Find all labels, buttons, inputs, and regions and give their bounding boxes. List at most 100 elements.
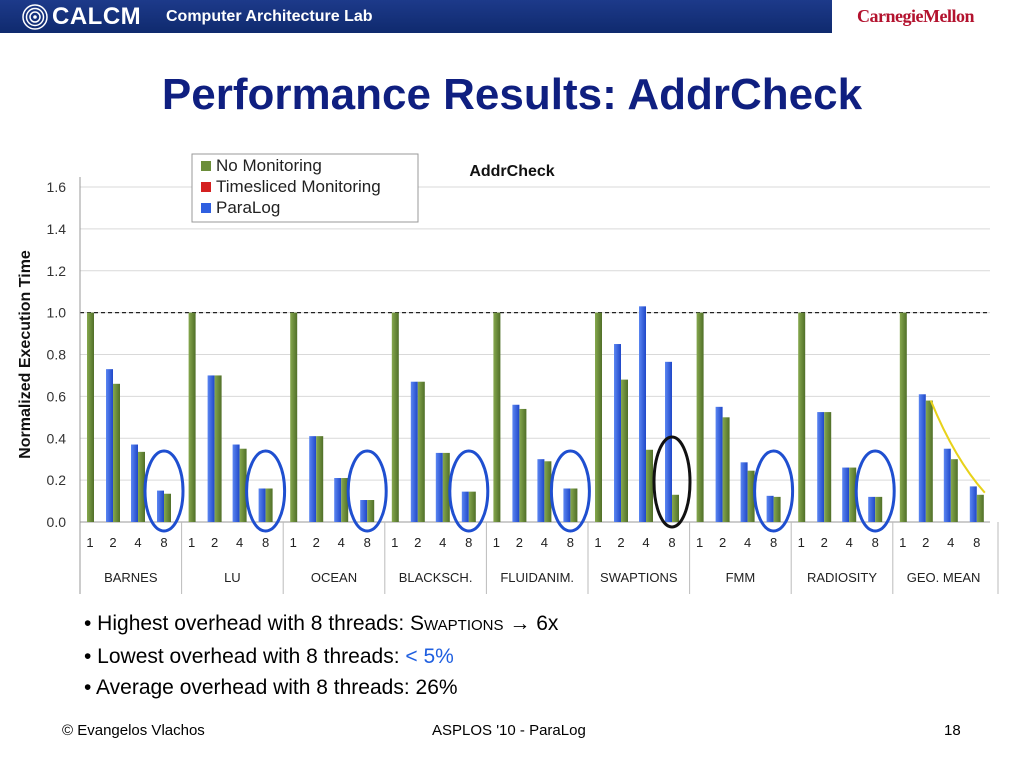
- bar-no-monitoring: [214, 375, 222, 522]
- thread-count-label: 4: [439, 535, 446, 550]
- slide-title: Performance Results: AddrCheck: [161, 70, 863, 119]
- chart-title: AddrCheck: [469, 163, 554, 180]
- bar-no-monitoring: [417, 381, 425, 522]
- thread-count-label: 1: [391, 535, 398, 550]
- thread-count-label: 8: [465, 535, 472, 550]
- highlight-circle: [346, 449, 388, 533]
- bar-no-monitoring: [468, 491, 476, 522]
- bar-paralog: [106, 369, 113, 522]
- thread-count-label: 2: [516, 535, 523, 550]
- thread-count-label: 4: [236, 535, 243, 550]
- thread-count-label: 8: [872, 535, 879, 550]
- addrcheck-chart: 0.0 0.2 0.4 0.6 0.8 1.0 1.2 1.4 1.6 Normalized Ex…: [17, 150, 1000, 594]
- thread-count-label: 1: [798, 535, 805, 550]
- y-tick-label: 0.6: [47, 388, 67, 404]
- bar-no-monitoring-1: [798, 312, 806, 522]
- university-logo-box: [832, 0, 1024, 33]
- benchmark-label: LU: [224, 570, 241, 585]
- bar-paralog: [131, 444, 138, 522]
- benchmark-label: FMM: [726, 570, 756, 585]
- y-tick-label: 0.2: [47, 472, 67, 488]
- legend-label: ParaLog: [216, 198, 280, 217]
- y-tick-label: 1.6: [47, 179, 67, 195]
- thread-count-label: 2: [617, 535, 624, 550]
- footer-author: © Evangelos Vlachos: [62, 722, 205, 739]
- bar-no-monitoring-1: [696, 312, 704, 522]
- bar-no-monitoring: [239, 448, 247, 522]
- bar-no-monitoring: [773, 496, 781, 522]
- bar-no-monitoring: [113, 383, 120, 522]
- y-tick-label: 0.0: [47, 514, 67, 530]
- bullet-highest-benchmark: WAPTIONS: [424, 617, 504, 634]
- bar-no-monitoring: [164, 493, 171, 522]
- bar-paralog: [512, 404, 520, 522]
- thread-count-label: 1: [290, 535, 297, 550]
- y-tick-label: 1.0: [47, 305, 67, 321]
- bar-no-monitoring-1: [188, 312, 196, 522]
- benchmark-label: SWAPTIONS: [600, 570, 678, 585]
- lab-name: Computer Architecture Lab: [166, 8, 373, 25]
- bar-paralog: [817, 412, 825, 522]
- highlight-circle: [753, 449, 795, 533]
- bar-no-monitoring: [316, 436, 324, 522]
- thread-count-label: 4: [744, 535, 751, 550]
- arrow-icon: →: [509, 612, 531, 635]
- bar-no-monitoring: [646, 449, 653, 522]
- thread-count-label: 4: [338, 535, 345, 550]
- thread-count-label: 8: [262, 535, 269, 550]
- thread-count-label: 4: [642, 535, 649, 550]
- highlight-circle: [448, 449, 490, 533]
- thread-count-label: 2: [211, 535, 218, 550]
- header-bar: CALCM Computer Architecture Lab Carnegie…: [0, 0, 1024, 33]
- highlight-circle: [549, 449, 591, 533]
- calcm-logo-icon: [22, 4, 48, 30]
- bar-paralog: [563, 488, 571, 522]
- highlight-circle: [854, 449, 896, 533]
- bullet-lowest-value: < 5%: [405, 645, 454, 668]
- thread-count-label: 2: [719, 535, 726, 550]
- bar-paralog: [740, 462, 748, 522]
- footer-venue: ASPLOS '10 - ParaLog: [432, 722, 586, 739]
- bar-paralog: [537, 459, 545, 522]
- thread-count-label: 1: [899, 535, 906, 550]
- bar-no-monitoring: [544, 461, 552, 522]
- y-axis-label: Normalized Execution Time: [17, 250, 34, 459]
- thread-count-label: 8: [973, 535, 980, 550]
- bar-paralog: [435, 452, 443, 522]
- benchmark-label: OCEAN: [311, 570, 357, 585]
- bar-no-monitoring: [875, 496, 883, 522]
- bar-no-monitoring: [570, 488, 578, 522]
- y-tick-label: 1.2: [47, 263, 67, 279]
- bar-no-monitoring: [950, 459, 958, 522]
- bar-no-monitoring-1: [87, 312, 94, 522]
- thread-count-label: 1: [493, 535, 500, 550]
- highlight-circle: [143, 449, 185, 533]
- bullet-average-overhead: • Average overhead with 8 threads: 26%: [84, 676, 458, 699]
- bar-paralog: [868, 496, 876, 522]
- university-logo: CarnegieMellon: [857, 6, 974, 26]
- y-tick-label: 0.4: [47, 430, 67, 446]
- bar-paralog: [157, 490, 164, 522]
- y-tick-label: 0.8: [47, 347, 67, 363]
- benchmark-label: FLUIDANIM.: [500, 570, 574, 585]
- thread-count-label: 4: [846, 535, 853, 550]
- bar-paralog: [665, 361, 672, 522]
- legend-swatch: [201, 182, 211, 192]
- bar-no-monitoring: [925, 400, 933, 522]
- legend-swatch: [201, 203, 211, 213]
- legend-box: [191, 153, 419, 223]
- thread-count-label: 1: [188, 535, 195, 550]
- bar-no-monitoring: [672, 494, 679, 522]
- bullet-highest-overhead: • Highest overhead with 8 threads: SWAPT…: [84, 608, 558, 641]
- bar-no-monitoring: [138, 451, 145, 522]
- thread-count-label: 4: [947, 535, 954, 550]
- thread-count-label: 4: [541, 535, 548, 550]
- bar-paralog: [766, 495, 774, 522]
- bullet-lowest-text: • Lowest overhead with 8 threads:: [84, 645, 400, 668]
- bar-paralog: [969, 486, 977, 522]
- footer-page-number: 18: [944, 722, 961, 739]
- bar-paralog: [639, 306, 646, 522]
- bar-no-monitoring: [747, 470, 755, 522]
- bar-paralog: [410, 381, 418, 522]
- benchmark-label: RADIOSITY: [807, 570, 877, 585]
